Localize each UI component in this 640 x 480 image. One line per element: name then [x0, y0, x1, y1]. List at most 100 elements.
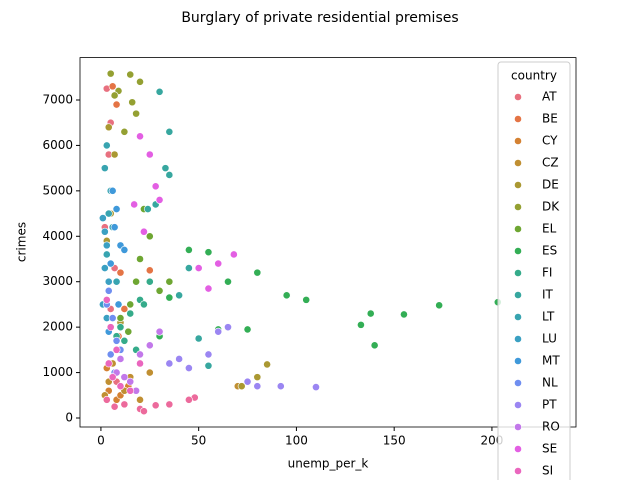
legend-marker: [514, 335, 522, 343]
point: [175, 355, 184, 363]
point: [145, 232, 154, 241]
legend-marker: [514, 181, 522, 189]
point: [108, 186, 117, 195]
y-tick-label: 5000: [42, 183, 73, 197]
point: [124, 327, 133, 336]
x-tick-label: 50: [191, 434, 206, 448]
legend-label: DE: [542, 178, 559, 192]
y-tick-label: 4000: [42, 229, 73, 243]
point: [155, 196, 164, 204]
point: [302, 295, 311, 304]
point: [165, 400, 174, 409]
point: [229, 250, 238, 259]
point: [120, 336, 129, 345]
y-tick-label: 0: [65, 411, 73, 425]
point: [224, 323, 232, 332]
legend-label: LT: [542, 310, 555, 324]
legend-marker: [514, 247, 522, 255]
legend-marker: [514, 401, 522, 409]
point: [130, 200, 139, 209]
point: [110, 402, 119, 411]
point: [100, 164, 109, 173]
y-tick-label: 7000: [42, 92, 73, 106]
legend-marker: [514, 291, 522, 299]
point: [102, 395, 111, 404]
point: [126, 70, 135, 79]
legend-label: PT: [542, 398, 557, 412]
legend-label: RO: [542, 420, 560, 434]
point: [204, 361, 213, 370]
legend-marker: [514, 115, 522, 123]
point: [184, 364, 193, 372]
point: [132, 277, 141, 286]
point: [204, 248, 213, 257]
point: [184, 246, 193, 254]
x-tick-label: 0: [97, 434, 105, 448]
point: [145, 266, 154, 275]
point: [400, 310, 408, 319]
legend-marker: [514, 203, 522, 211]
point: [126, 309, 135, 318]
point: [143, 205, 152, 213]
legend-marker: [514, 379, 522, 387]
point: [312, 383, 320, 392]
point: [155, 286, 164, 295]
point: [204, 284, 213, 293]
point: [102, 250, 111, 259]
point: [126, 300, 135, 309]
point: [224, 277, 232, 286]
point: [108, 314, 117, 322]
point: [194, 334, 203, 343]
point: [366, 309, 375, 318]
point: [106, 323, 115, 332]
point: [104, 209, 113, 218]
point: [357, 320, 365, 329]
legend-box: [497, 61, 571, 480]
point: [100, 264, 109, 272]
legend-marker: [514, 445, 522, 453]
legend-label: BE: [542, 112, 558, 126]
legend-label: EL: [542, 222, 557, 236]
point: [110, 223, 119, 232]
legend-label: SI: [542, 464, 553, 478]
y-axis-label: crimes: [15, 222, 29, 262]
point: [98, 214, 107, 223]
legend-label: ES: [542, 244, 557, 258]
point: [243, 325, 252, 334]
point: [214, 327, 223, 336]
legend-label: MT: [542, 354, 560, 368]
point: [253, 373, 262, 382]
point: [136, 395, 144, 404]
legend-marker: [514, 467, 522, 475]
point: [126, 386, 135, 395]
legend-marker: [514, 137, 522, 145]
point: [108, 82, 117, 91]
y-tick-label: 3000: [42, 274, 73, 288]
point: [104, 286, 113, 295]
point: [104, 123, 113, 132]
point: [165, 171, 174, 179]
x-tick-label: 100: [285, 434, 308, 448]
point: [102, 295, 111, 304]
point: [106, 259, 115, 268]
point: [112, 205, 121, 213]
chart-title: Burglary of private residential premises: [181, 10, 458, 26]
point: [112, 100, 121, 109]
point: [112, 277, 121, 286]
legend-marker: [514, 225, 522, 233]
point: [155, 327, 164, 336]
point: [165, 359, 174, 368]
point: [263, 360, 271, 369]
point: [136, 77, 144, 86]
x-axis-label: unemp_per_k: [288, 457, 369, 471]
point: [155, 87, 164, 96]
point: [145, 150, 154, 159]
point: [165, 293, 174, 302]
y-tick-label: 6000: [42, 138, 73, 152]
legend-marker: [514, 313, 522, 321]
point: [126, 377, 135, 386]
point: [194, 264, 203, 272]
point: [145, 368, 154, 377]
point: [116, 382, 125, 391]
